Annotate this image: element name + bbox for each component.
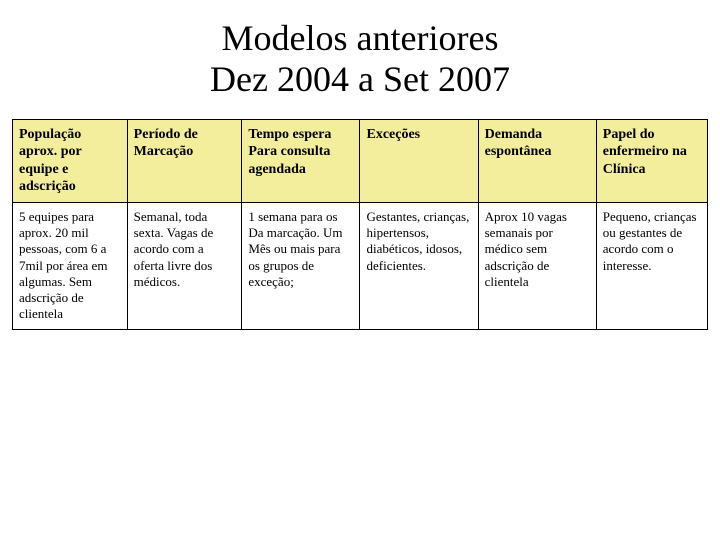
col-header-2: Tempo espera Para consulta agendada [242, 119, 360, 202]
col-header-3: Exceções [360, 119, 478, 202]
cell-0-3: Gestantes, crianças, hipertensos, diabét… [360, 202, 478, 329]
cell-0-2: 1 semana para os Da marcação. Um Mês ou … [242, 202, 360, 329]
data-table: População aprox. por equipe e adscrição … [12, 119, 708, 330]
col-header-1: Período de Marcação [127, 119, 242, 202]
col-header-5: Papel do enfermeiro na Clínica [596, 119, 707, 202]
slide-title: Modelos anteriores Dez 2004 a Set 2007 [0, 18, 720, 101]
col-header-0: População aprox. por equipe e adscrição [13, 119, 128, 202]
cell-0-0: 5 equipes para aprox. 20 mil pessoas, co… [13, 202, 128, 329]
cell-0-4: Aprox 10 vagas semanais por médico sem a… [478, 202, 596, 329]
title-line-1: Modelos anteriores [222, 18, 499, 58]
cell-0-5: Pequeno, crianças ou gestantes de acordo… [596, 202, 707, 329]
table-container: População aprox. por equipe e adscrição … [0, 119, 720, 330]
title-line-2: Dez 2004 a Set 2007 [210, 59, 510, 99]
table-header-row: População aprox. por equipe e adscrição … [13, 119, 708, 202]
col-header-4: Demanda espontânea [478, 119, 596, 202]
table-row: 5 equipes para aprox. 20 mil pessoas, co… [13, 202, 708, 329]
cell-0-1: Semanal, toda sexta. Vagas de acordo com… [127, 202, 242, 329]
